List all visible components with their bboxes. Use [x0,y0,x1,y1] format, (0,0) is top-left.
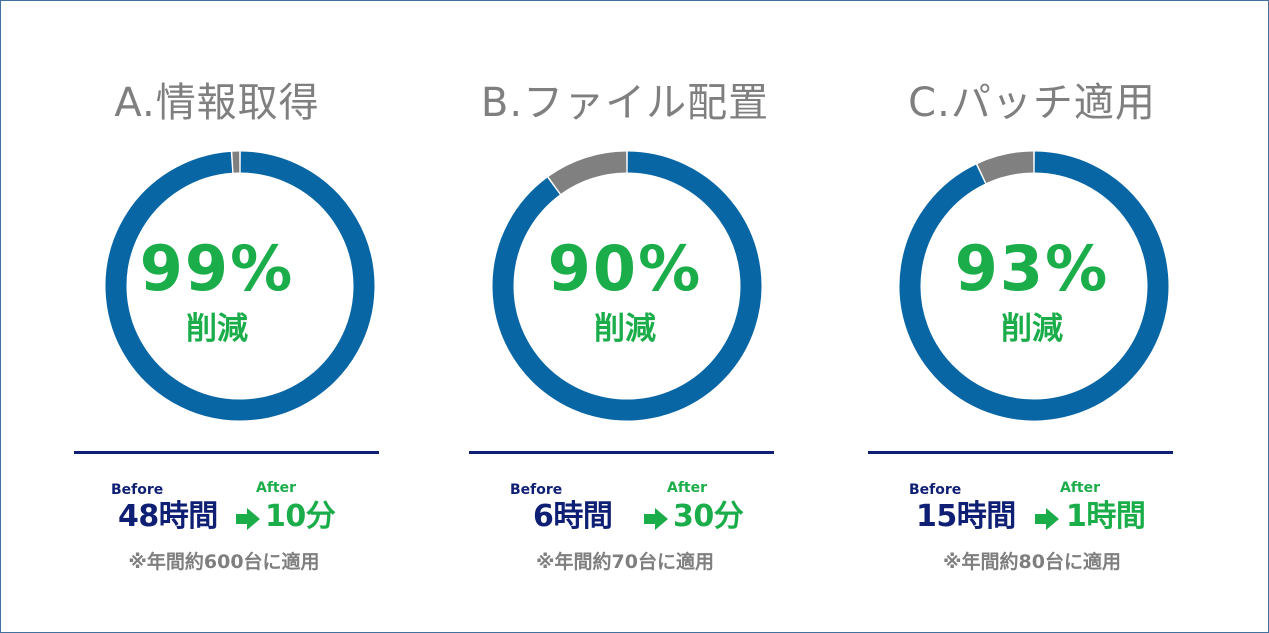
panel-a: A.情報取得 99% 削減 Before After 48時間 10分 ※年間約… [17,0,417,633]
reduced-slice [899,151,1169,421]
divider-rule [868,451,1173,454]
before-value: 6時間 [533,499,613,534]
after-label: After [667,480,708,496]
before-value: 48時間 [118,499,218,534]
right-arrow-icon [644,508,668,530]
after-value: 10分 [265,499,336,534]
note-text: ※年間約80台に適用 [943,551,1121,573]
before-label: Before [909,482,962,498]
percent-label: 削減 [186,311,248,347]
before-value: 15時間 [916,499,1016,534]
after-value: 30分 [673,499,744,534]
donut-chart-b [492,151,762,421]
percent-label: 削減 [594,311,656,347]
reduced-slice [492,151,762,421]
percent-value: 93% [954,232,1110,305]
divider-rule [469,451,774,454]
percent-label: 削減 [1001,311,1063,347]
after-label: After [1060,480,1101,496]
chart-title: B.ファイル配置 [480,80,770,126]
note-text: ※年間約600台に適用 [128,551,320,573]
right-arrow-icon [1035,508,1059,530]
after-value: 1時間 [1066,499,1146,534]
right-arrow-icon [236,508,260,530]
before-label: Before [510,482,563,498]
remaining-slice [548,151,627,194]
chart-title: C.パッチ適用 [908,80,1156,126]
chart-title: A.情報取得 [114,80,320,126]
panel-c: C.パッチ適用 93% 削減 Before After 15時間 1時間 ※年間… [832,0,1232,633]
panel-b: B.ファイル配置 90% 削減 Before After 6時間 30分 ※年間… [425,0,825,633]
after-label: After [256,480,297,496]
percent-value: 90% [547,232,703,305]
before-label: Before [111,482,164,498]
remaining-slice [977,151,1034,184]
reduced-slice [105,151,375,421]
donut-chart-c [899,151,1169,421]
divider-rule [74,451,379,454]
note-text: ※年間約70台に適用 [536,551,714,573]
percent-value: 99% [139,232,295,305]
donut-chart-a [105,151,375,421]
